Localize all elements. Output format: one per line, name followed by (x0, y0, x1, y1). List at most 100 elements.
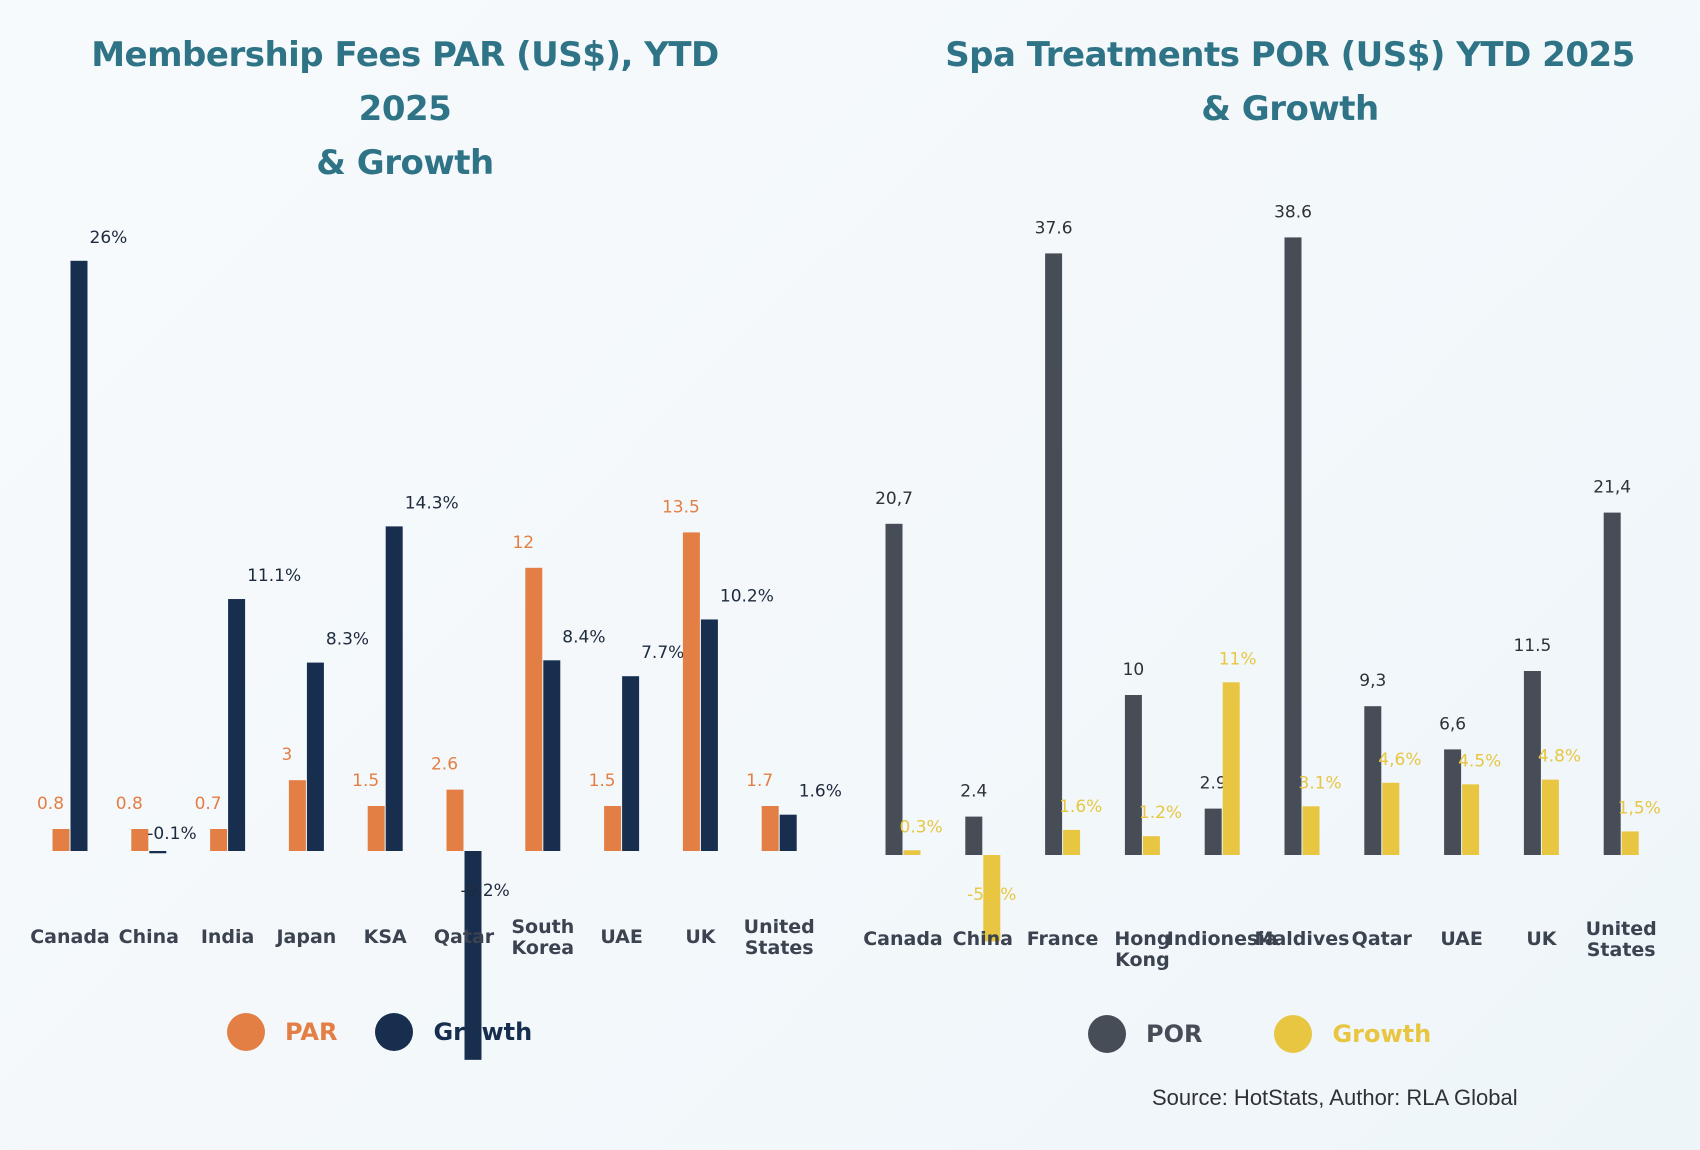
bar-par-ksa (367, 806, 385, 851)
bar-growth-uk (700, 619, 718, 851)
value-label-growth: 10.2% (720, 586, 774, 606)
value-label-por: 2.4 (960, 782, 987, 802)
bar-growth-hong-kong (1142, 836, 1160, 855)
bar-growth-indionesia (1222, 682, 1240, 855)
value-label-por: 38.6 (1274, 202, 1312, 222)
bar-por-uk (1523, 671, 1541, 855)
category-label: United States (1586, 918, 1657, 961)
value-label-growth: -9.2% (461, 881, 510, 901)
left-chart-legend: PAR Growth (227, 1013, 570, 1051)
value-label-por: 21,4 (1593, 478, 1631, 498)
bar-growth-canada (903, 850, 921, 855)
legend-swatch-por (1088, 1015, 1126, 1053)
value-label-growth: 11% (1219, 649, 1257, 669)
bar-par-canada (52, 829, 70, 851)
bar-growth-uae (1462, 784, 1480, 855)
value-label-por: 20,7 (875, 489, 913, 509)
value-label-growth: 8.4% (562, 627, 605, 647)
value-label-growth: 1,5% (1618, 798, 1661, 818)
value-label-growth: 7.7% (641, 643, 684, 663)
source-note: Source: HotStats, Author: RLA Global (1152, 1085, 1518, 1110)
category-label: China (953, 928, 1013, 950)
category-label: China (119, 926, 179, 948)
value-label-par: 0.8 (37, 794, 64, 814)
legend-swatch-growth (375, 1013, 414, 1051)
bar-growth-uk (1541, 779, 1559, 855)
legend-label-par: PAR (285, 1018, 338, 1046)
bar-par-japan (288, 780, 306, 851)
bar-por-canada (885, 523, 903, 855)
left-chart-title: Membership Fees PAR (US$), YTD 2025 & Gr… (40, 28, 770, 190)
bar-growth-japan (306, 662, 324, 851)
right-chart-title-line2: & Growth (1201, 89, 1379, 129)
category-label: UK (1526, 928, 1557, 950)
value-label-growth: 1.6% (799, 782, 842, 802)
bar-par-china (131, 829, 149, 851)
value-label-growth: 4.8% (1538, 747, 1581, 767)
bar-por-qatar (1364, 706, 1382, 855)
bar-growth-france (1063, 829, 1081, 855)
category-label: United States (744, 916, 815, 959)
value-label-par: 1.5 (352, 771, 379, 791)
right-chart-title-line1: Spa Treatments POR (US$) YTD 2025 (945, 35, 1635, 75)
category-label: France (1027, 928, 1099, 950)
bar-par-united-states (761, 806, 779, 851)
value-label-par: 3 (281, 745, 292, 765)
value-label-growth: -5.5% (967, 885, 1016, 905)
value-label-growth: 3.1% (1299, 773, 1342, 793)
category-label: India (201, 926, 255, 948)
bar-growth-uae (622, 676, 640, 851)
legend-swatch-growth (1274, 1015, 1313, 1053)
bar-por-united-states (1603, 512, 1621, 855)
legend-swatch-par (227, 1013, 265, 1051)
value-label-por: 11.5 (1513, 636, 1551, 656)
right-chart-legend: POR Growth (1088, 1015, 1503, 1053)
bar-growth-qatar (464, 851, 482, 1060)
bar-growth-united-states (1621, 831, 1639, 855)
left-chart-title-line2: & Growth (316, 143, 494, 183)
value-label-growth: 11.1% (247, 566, 301, 586)
category-label: UK (685, 926, 716, 948)
value-label-growth: 26% (90, 228, 128, 248)
value-label-growth: 1.2% (1139, 803, 1182, 823)
value-label-par: 0.8 (116, 794, 143, 814)
category-label: Indionesia (1167, 928, 1278, 950)
value-label-growth: 4.5% (1458, 751, 1501, 771)
value-label-par: 12 (512, 533, 534, 553)
bar-por-china (965, 816, 983, 855)
left-chart-title-line1: Membership Fees PAR (US$), YTD 2025 (91, 35, 719, 129)
value-label-growth: 8.3% (326, 630, 369, 650)
bar-par-uae (604, 806, 622, 851)
category-label: Canada (30, 926, 110, 948)
value-label-par: 0.7 (195, 794, 222, 814)
right-chart-title: Spa Treatments POR (US$) YTD 2025 & Grow… (900, 28, 1680, 136)
bar-growth-united-states (779, 814, 797, 851)
bar-par-south-korea (525, 567, 543, 851)
bar-por-maldives (1284, 237, 1302, 855)
value-label-par: 1.5 (589, 771, 616, 791)
bar-por-hong-kong (1124, 695, 1142, 855)
category-label: UAE (1440, 928, 1483, 950)
bar-growth-china (983, 855, 1001, 942)
legend-label-growth: Growth (433, 1018, 533, 1046)
value-label-par: 1.7 (746, 771, 773, 791)
legend-label-growth: Growth (1332, 1020, 1432, 1048)
value-label-growth: -0.1% (147, 824, 196, 844)
bar-growth-south-korea (543, 660, 561, 851)
bar-growth-maldives (1302, 806, 1320, 855)
bar-por-uae (1444, 749, 1462, 855)
category-label: KSA (364, 926, 407, 948)
category-label: Maldives (1255, 928, 1350, 950)
category-label: Japan (274, 926, 336, 948)
bar-growth-ksa (385, 526, 403, 851)
bar-par-india (210, 829, 228, 851)
value-label-por: 6,6 (1439, 714, 1466, 734)
value-label-growth: 1.6% (1059, 797, 1102, 817)
value-label-por: 10 (1123, 660, 1145, 680)
value-label-par: 2.6 (431, 755, 458, 775)
category-label: Qatar (1352, 928, 1413, 950)
value-label-growth: 4,6% (1378, 750, 1421, 770)
category-label: South Korea (511, 916, 574, 959)
category-label: Canada (863, 928, 943, 950)
